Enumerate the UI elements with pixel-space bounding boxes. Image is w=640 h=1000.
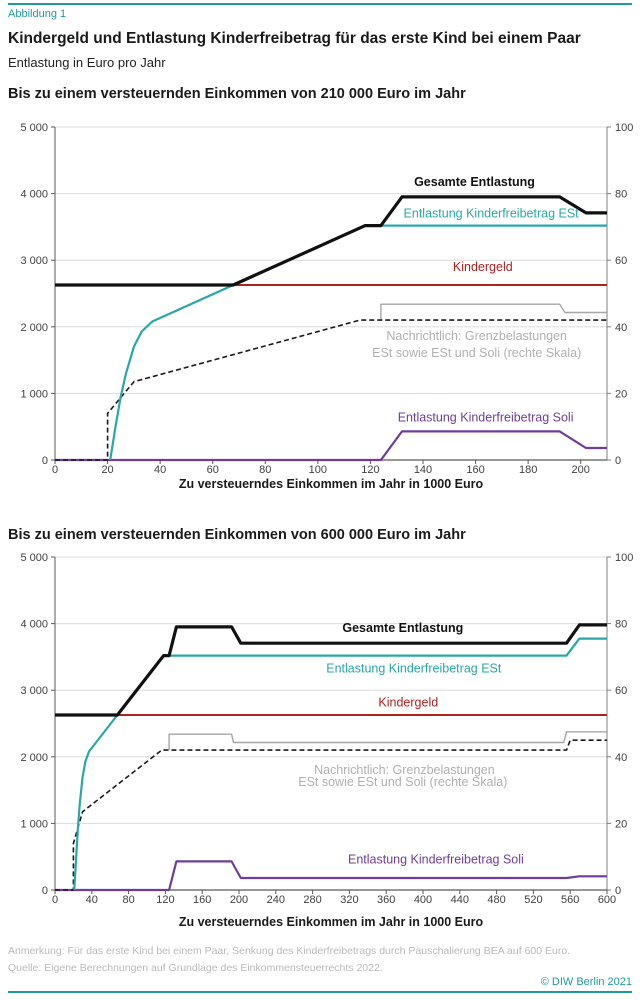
y-left-tick-label: 2 000 <box>20 322 48 334</box>
x-tick-label: 20 <box>101 464 113 476</box>
x-tick-label: 180 <box>519 464 537 476</box>
x-tick-label: 160 <box>466 464 484 476</box>
x-tick-label: 140 <box>414 464 432 476</box>
y-left-tick-label: 1 000 <box>20 388 48 400</box>
series-gesamte-entlastung <box>55 623 607 717</box>
y-left-tick-label: 0 <box>42 885 48 897</box>
x-tick-label: 520 <box>524 894 542 906</box>
x-tick-label: 40 <box>154 464 166 476</box>
y-left-tick-label: 4 000 <box>20 619 48 631</box>
y-right-tick-label: 20 <box>615 818 627 830</box>
y-right-tick-label: 100 <box>615 122 633 134</box>
x-tick-label: 160 <box>193 894 211 906</box>
x-tick-label: 360 <box>377 894 395 906</box>
series-label-nachrichtlich-grenzbelastungen: Nachrichtlich: Grenzbelastungen <box>314 763 495 777</box>
series-label-kindergeld: Kindergeld <box>453 260 513 274</box>
y-left-tick-label: 4 000 <box>20 189 48 201</box>
series-grenzbelastung-est-und-soli-rechte-skala <box>168 731 607 751</box>
top-rule <box>8 3 632 5</box>
series-grenzbelastung-est-rechte-skala <box>55 739 607 891</box>
bottom-rule <box>8 991 632 993</box>
x-tick-label: 240 <box>267 894 285 906</box>
y-right-tick-label: 80 <box>615 619 627 631</box>
x-tick-label: 80 <box>122 894 134 906</box>
x-tick-label: 200 <box>230 894 248 906</box>
y-left-tick-label: 2 000 <box>20 752 48 764</box>
x-tick-label: 600 <box>598 894 616 906</box>
series-gesamte-entlastung <box>55 195 607 287</box>
x-tick-label: 200 <box>572 464 590 476</box>
y-right-tick-label: 0 <box>615 455 621 467</box>
series-label-entlastung-kinderfreibetrag-est: Entlastung Kinderfreibetrag ESt <box>326 662 502 676</box>
series-label-nachrichtlich-grenzbelastungen: Nachrichtlich: Grenzbelastungen <box>386 329 567 343</box>
series-label-gesamte-entlastung: Gesamte Entlastung <box>414 175 535 189</box>
x-axis-title: Zu versteuerndes Einkommen im Jahr in 10… <box>179 915 484 929</box>
series-grenzbelastung-est-und-soli-rechte-skala <box>380 303 607 321</box>
y-right-tick-label: 60 <box>615 255 627 267</box>
note-text: Anmerkung: Für das erste Kind bei einem … <box>8 945 571 957</box>
copyright: © DIW Berlin 2021 <box>540 976 632 988</box>
x-tick-label: 120 <box>156 894 174 906</box>
y-left-tick-label: 0 <box>42 455 48 467</box>
series-label-entlastung-kinderfreibetrag-soli: Entlastung Kinderfreibetrag Soli <box>348 852 524 866</box>
chart-canvas: 0 1 000 2 000 3 000 4 000 5 000 0 20 40 60 80 100 0 2… <box>20 122 633 491</box>
x-tick-label: 320 <box>340 894 358 906</box>
y-left-tick-label: 3 000 <box>20 255 48 267</box>
y-left-tick-label: 1 000 <box>20 818 48 830</box>
series-entlastung-kinderfreibetrag-est <box>73 637 607 891</box>
series-label-kindergeld: Kindergeld <box>378 696 438 710</box>
x-tick-label: 480 <box>487 894 505 906</box>
y-right-tick-label: 60 <box>615 685 627 697</box>
y-left-tick-label: 5 000 <box>20 552 48 564</box>
x-tick-label: 280 <box>303 894 321 906</box>
y-right-tick-label: 20 <box>615 388 627 400</box>
x-tick-label: 400 <box>414 894 432 906</box>
series-entlastung-kinderfreibetrag-soli <box>55 860 607 892</box>
series-label-entlastung-kinderfreibetrag-est: Entlastung Kinderfreibetrag ESt <box>404 207 580 221</box>
series-entlastung-kinderfreibetrag-soli <box>55 430 607 462</box>
y-right-tick-label: 100 <box>615 552 633 564</box>
section-title-600k: Bis zu einem versteuernden Einkommen von… <box>8 527 466 543</box>
y-right-tick-label: 40 <box>615 322 627 334</box>
x-tick-label: 60 <box>207 464 219 476</box>
chart-600k: 0 1 000 2 000 3 000 4 000 5 000 0 20 40 60 80 100 0 4… <box>0 545 640 943</box>
x-tick-label: 40 <box>86 894 98 906</box>
series-label-est-sowie-est-und-soli-rechte-skala: ESt sowie ESt und Soli (rechte Skala) <box>298 775 507 789</box>
x-tick-label: 120 <box>361 464 379 476</box>
x-tick-label: 560 <box>561 894 579 906</box>
y-right-tick-label: 80 <box>615 189 627 201</box>
page-title: Kindergeld und Entlastung Kinderfreibetr… <box>8 30 581 47</box>
source-text: Quelle: Eigene Berechnungen auf Grundlag… <box>8 962 383 974</box>
y-left-tick-label: 3 000 <box>20 685 48 697</box>
x-axis-title: Zu versteuerndes Einkommen im Jahr in 10… <box>179 477 484 491</box>
page-subtitle: Entlastung in Euro pro Jahr <box>8 55 166 70</box>
series-label-gesamte-entlastung: Gesamte Entlastung <box>342 621 463 635</box>
chart-canvas: 0 1 000 2 000 3 000 4 000 5 000 0 20 40 60 80 100 0 4… <box>20 552 633 929</box>
x-tick-label: 0 <box>52 894 58 906</box>
series-label-entlastung-kinderfreibetrag-soli: Entlastung Kinderfreibetrag Soli <box>398 410 574 424</box>
x-tick-label: 440 <box>451 894 469 906</box>
series-grenzbelastung-est-rechte-skala <box>55 319 607 461</box>
figure-label: Abbildung 1 <box>8 8 67 20</box>
series-label-est-sowie-est-und-soli-rechte-skala: ESt sowie ESt und Soli (rechte Skala) <box>372 346 581 360</box>
x-tick-label: 100 <box>309 464 327 476</box>
y-right-tick-label: 0 <box>615 885 621 897</box>
x-tick-label: 0 <box>52 464 58 476</box>
chart-210k: 0 1 000 2 000 3 000 4 000 5 000 0 20 40 60 80 100 0 2… <box>0 110 640 502</box>
section-title-210k: Bis zu einem versteuernden Einkommen von… <box>8 86 466 102</box>
x-tick-label: 80 <box>259 464 271 476</box>
y-right-tick-label: 40 <box>615 752 627 764</box>
y-left-tick-label: 5 000 <box>20 122 48 134</box>
